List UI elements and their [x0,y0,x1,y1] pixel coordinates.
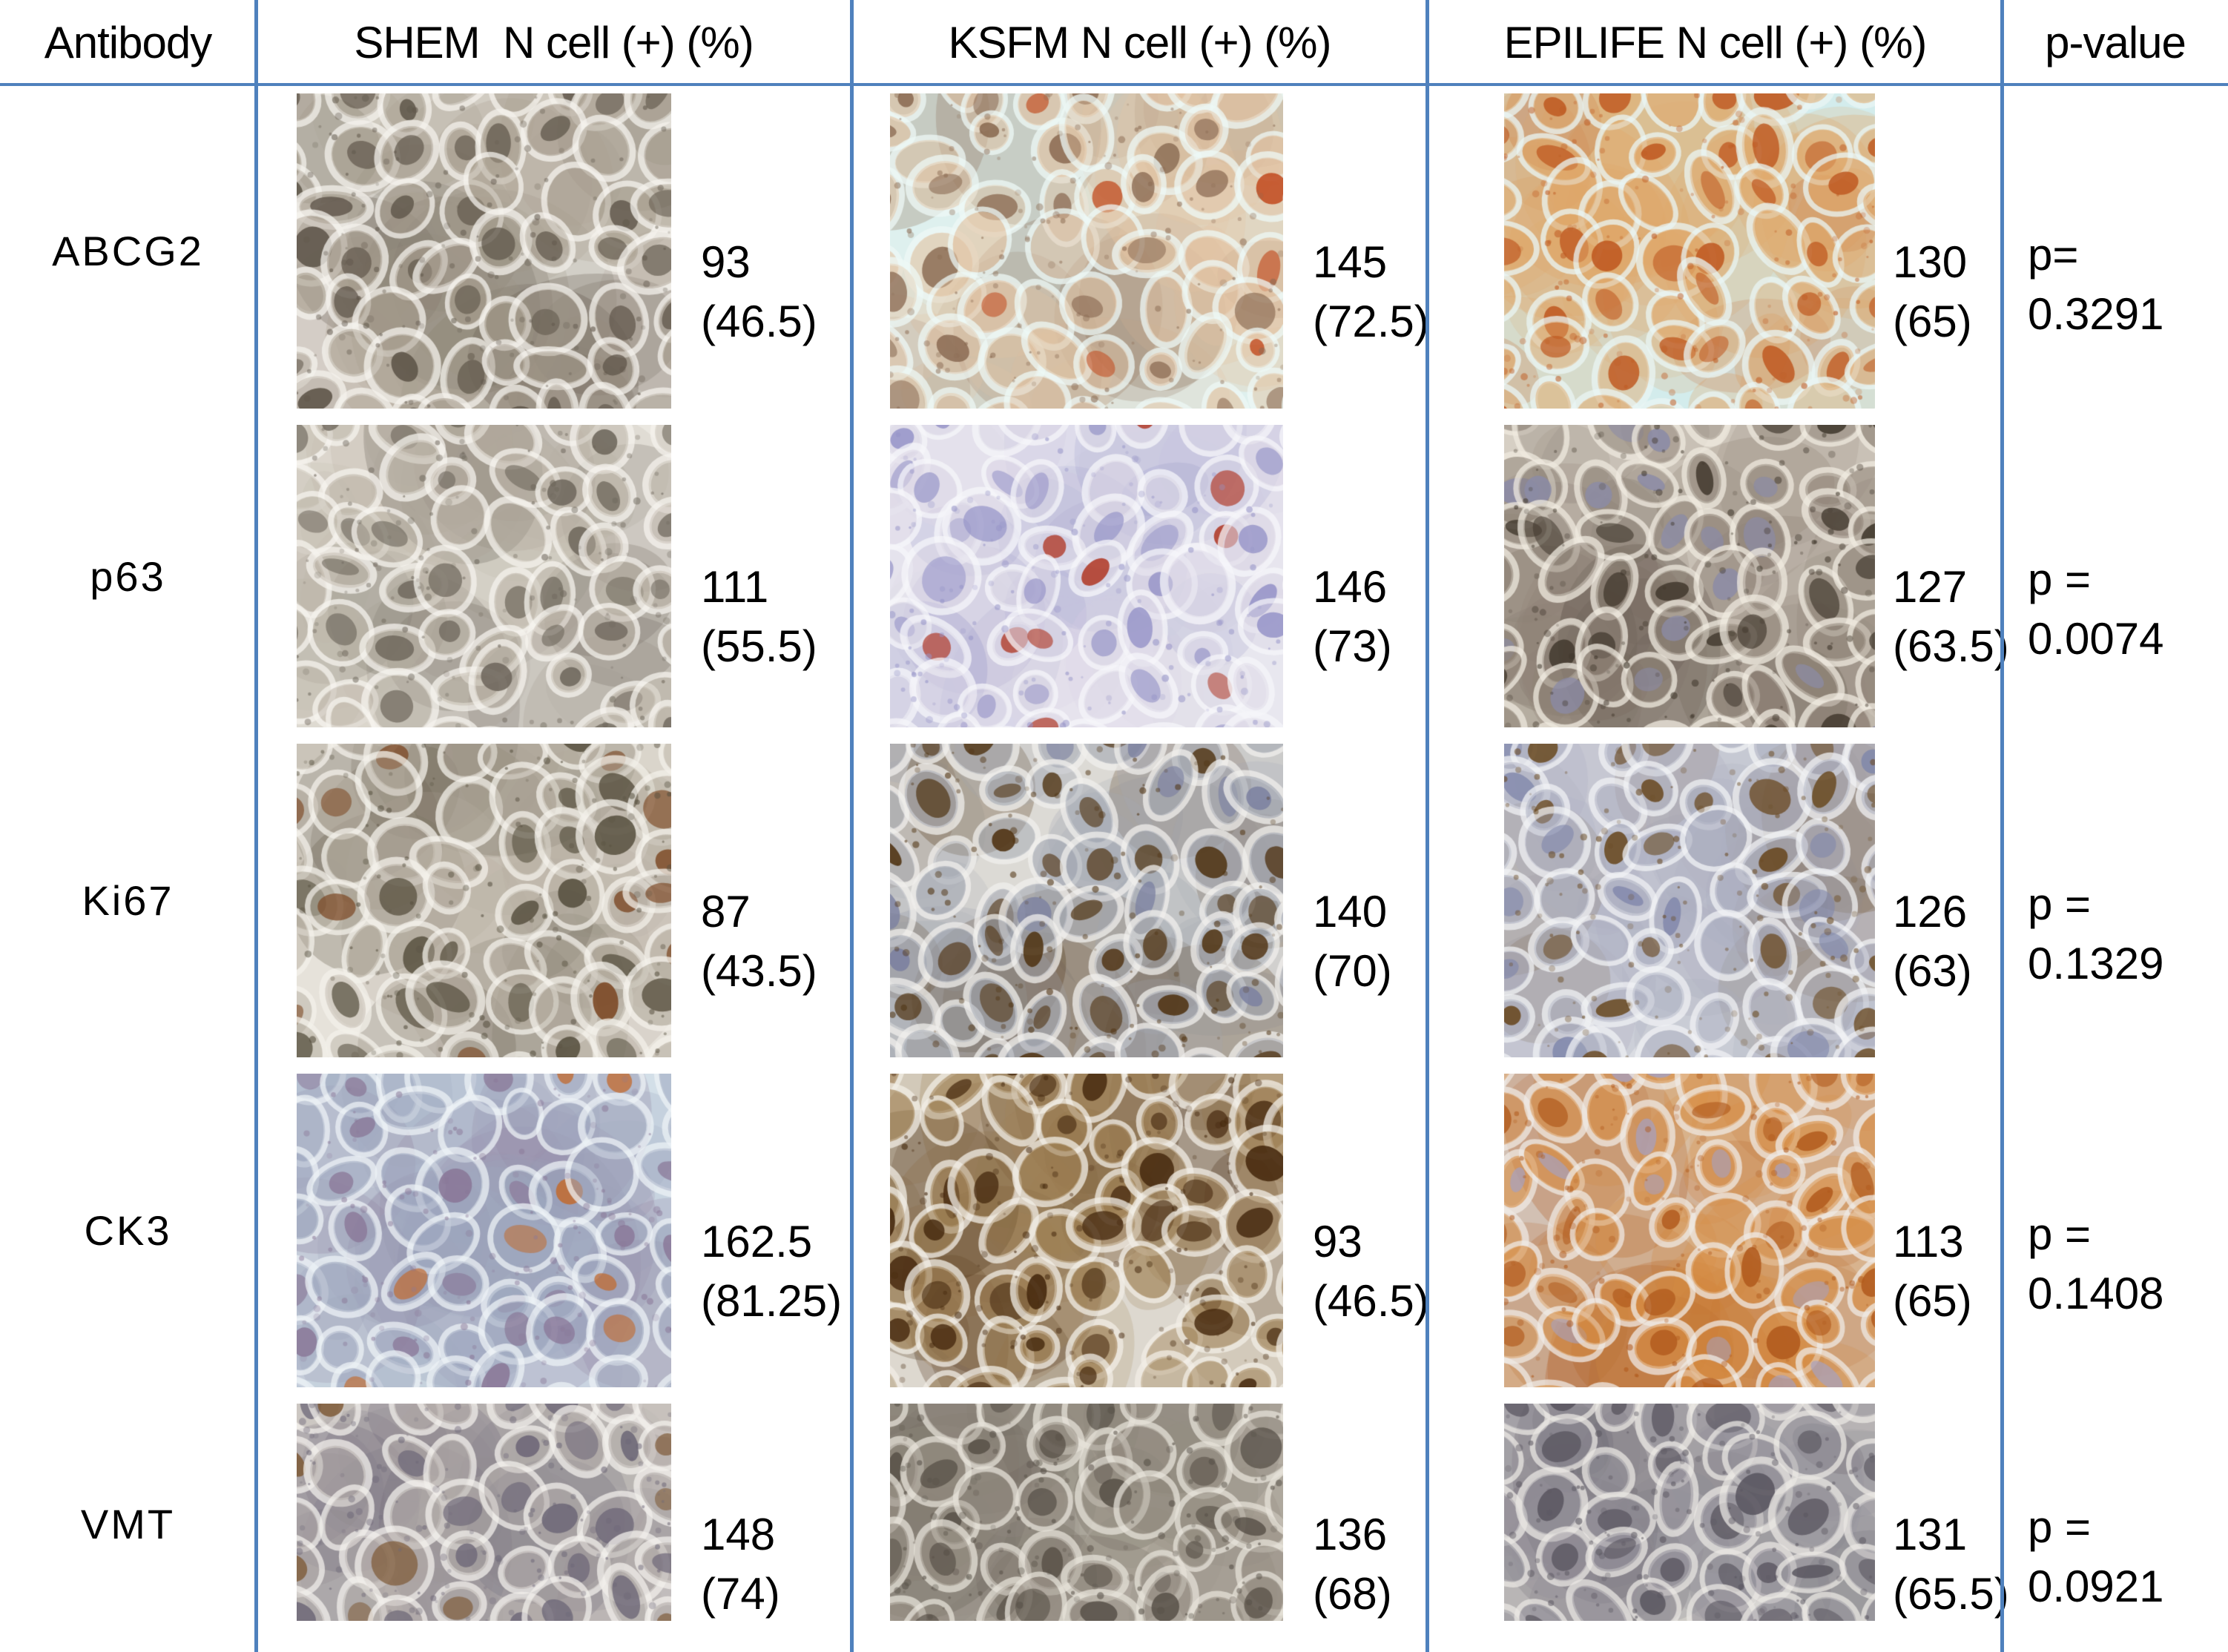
micrograph-ck3-ksfm [890,1074,1283,1387]
value-p63-epilife: 127 (63.5) [1893,562,2009,671]
value-vmt-ksfm: 136 (68) [1313,1510,1392,1619]
antibody-label-p63: p63 [90,552,166,600]
p-value-ck3: p = 0.1408 [2028,1209,2164,1318]
header-underline [0,83,2228,86]
column-divider-4 [2000,0,2004,1652]
antibody-label-abcg2: ABCG2 [52,228,204,274]
micrograph-p63-shem [297,425,671,727]
value-ki67-shem: 87 (43.5) [701,886,817,996]
cell-ck3-shem: 162.5 (81.25) [256,1065,851,1395]
value-vmt-epilife: 131 (65.5) [1893,1510,2009,1619]
cell-ck3-ksfm: 93 (46.5) [851,1065,1429,1395]
cell-ki67-ksfm: 140 (70) [851,736,1428,1065]
p-value-ki67: p = 0.1329 [2028,879,2164,988]
micrograph-ck3-shem [297,1074,671,1387]
value-p63-shem: 111 (55.5) [701,562,817,671]
cell-vmt-ksfm: 136 (68) [851,1395,1428,1652]
micrograph-vmt-shem [297,1404,671,1621]
antibody-label-ki67: Ki67 [82,877,174,924]
p-value-p63: p = 0.0074 [2028,555,2164,664]
value-ki67-epilife: 126 (63) [1893,886,1972,996]
value-ck3-epilife: 113 (65) [1893,1216,1972,1326]
value-ck3-shem: 162.5 (81.25) [701,1216,843,1326]
micrograph-vmt-epilife [1504,1404,1875,1621]
micrograph-abcg2-epilife [1504,93,1875,409]
p-value-abcg2: p= 0.3291 [2028,229,2164,339]
column-divider-3 [1426,0,1429,1652]
header-ksfm: KSFM N cell (+) (%) [948,18,1331,67]
value-abcg2-epilife: 130 (65) [1893,237,1972,346]
cell-p63-shem: 111 (55.5) [256,417,851,736]
cell-p63-ksfm: 146 (73) [851,417,1428,736]
micrograph-ki67-ksfm [890,744,1283,1057]
header-shem: SHEM N cell (+) (%) [354,18,754,67]
cell-ki67-shem: 87 (43.5) [256,736,851,1065]
value-vmt-shem: 148 (74) [701,1510,780,1619]
cell-abcg2-epilife: 130 (65) [1428,85,2003,417]
micrograph-abcg2-ksfm [890,93,1283,409]
antibody-label-ck3: CK3 [84,1207,172,1254]
cell-ki67-epilife: 126 (63) [1428,736,2003,1065]
header-antibody: Antibody [44,18,213,67]
micrograph-p63-ksfm [890,425,1283,727]
micrograph-ki67-epilife [1504,744,1875,1057]
cell-vmt-epilife: 131 (65.5) [1428,1395,2009,1652]
value-ki67-ksfm: 140 (70) [1313,886,1392,996]
micrograph-ck3-epilife [1504,1074,1875,1387]
header-epilife: EPILIFE N cell (+) (%) [1503,18,1928,67]
column-divider-2 [850,0,854,1652]
column-divider-1 [254,0,258,1652]
micrograph-abcg2-shem [297,93,671,409]
antibody-label-vmt: VMT [80,1500,176,1547]
value-abcg2-shem: 93 (46.5) [701,237,817,346]
value-abcg2-ksfm: 145 (72.5) [1313,237,1429,346]
cell-abcg2-shem: 93 (46.5) [256,85,851,417]
cell-p63-epilife: 127 (63.5) [1428,417,2009,736]
micrograph-p63-epilife [1504,425,1875,727]
cell-vmt-shem: 148 (74) [256,1395,851,1652]
cell-ck3-epilife: 113 (65) [1428,1065,2003,1395]
value-p63-ksfm: 146 (73) [1313,562,1392,671]
p-value-vmt: p = 0.0921 [2028,1502,2164,1611]
cell-abcg2-ksfm: 145 (72.5) [851,85,1429,417]
value-ck3-ksfm: 93 (46.5) [1313,1216,1429,1326]
micrograph-ki67-shem [297,744,671,1057]
header-p-value: p-value [2045,18,2186,67]
micrograph-vmt-ksfm [890,1404,1283,1621]
